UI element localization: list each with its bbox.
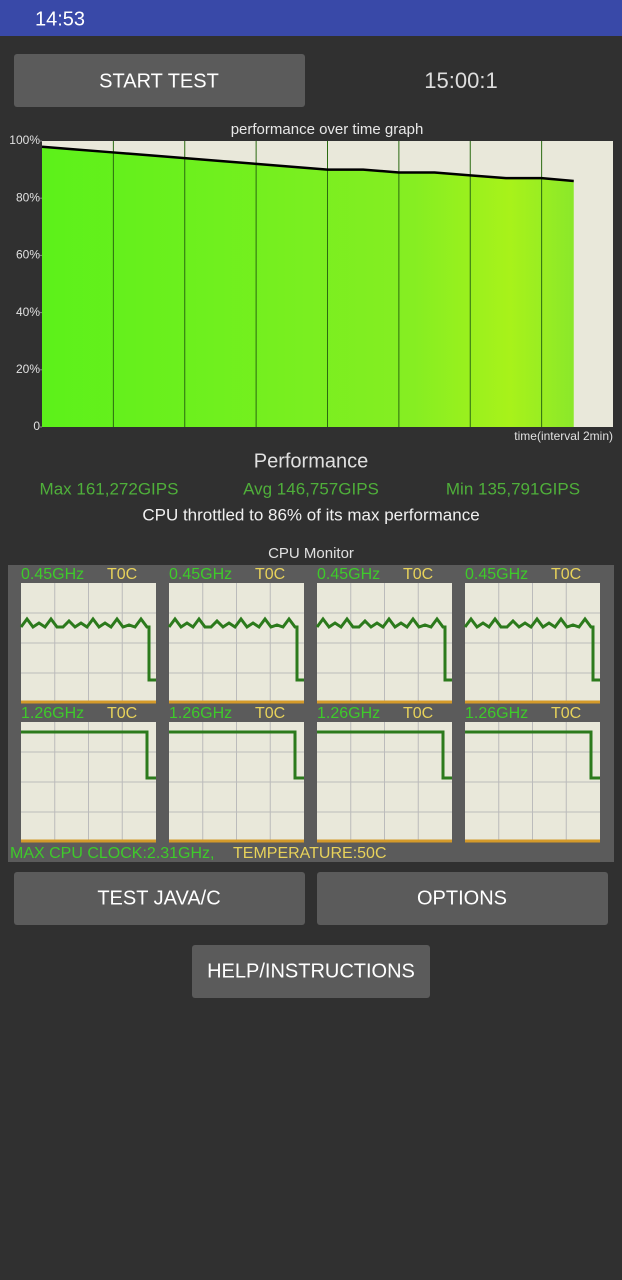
graph-title: performance over time graph <box>231 121 424 138</box>
core-temperature: T0C <box>403 705 433 722</box>
core-temperature: T0C <box>107 566 137 583</box>
start-button[interactable]: START TEST <box>14 54 305 107</box>
core-line <box>315 616 452 682</box>
core-temperature: T0C <box>255 705 285 722</box>
core-line <box>317 730 452 780</box>
throttle-text: CPU throttled to 86% of its max performa… <box>142 505 479 524</box>
y-tick-label: 0 <box>33 419 40 433</box>
max-clock: MAX CPU CLOCK:2.31GHz, <box>10 845 215 862</box>
performance-area <box>42 146 574 427</box>
plot: 0 20% 40% 60% 80% 100% <box>9 133 574 433</box>
core-frequency: 1.26GHz <box>317 705 380 722</box>
y-tick-label: 60% <box>16 248 40 262</box>
x-axis-label: time(interval 2min) <box>514 429 613 443</box>
y-tick-label: 80% <box>16 190 40 204</box>
options-button[interactable]: OPTIONS <box>317 872 608 925</box>
y-tick-label: 100% <box>9 133 40 147</box>
cores: 0.45GHz T0C 0.45GHz T0C 0.45GHz T0C 0.45GHz T0C… <box>19 566 600 843</box>
core-line <box>19 616 156 682</box>
core-line <box>465 730 600 780</box>
min-stat: Min 135,791GIPS <box>446 479 580 498</box>
core-temperature: T0C <box>107 705 137 722</box>
core-temperature: T0C <box>255 566 285 583</box>
help-button[interactable]: HELP/INSTRUCTIONS <box>192 945 430 998</box>
core-frequency: 0.45GHz <box>317 566 380 583</box>
timer: 15:00:1 <box>424 68 497 93</box>
core-line <box>169 730 304 780</box>
avg-stat: Avg 146,757GIPS <box>243 479 379 498</box>
core-line <box>463 616 600 682</box>
core-temperature: T0C <box>551 705 581 722</box>
test-button[interactable]: TEST JAVA/C <box>14 872 305 925</box>
start-button-label[interactable]: START TEST <box>99 70 219 92</box>
max-stat: Max 161,272GIPS <box>40 479 179 498</box>
core-frequency: 0.45GHz <box>465 566 528 583</box>
core-line <box>167 616 304 682</box>
y-tick-label: 20% <box>16 362 40 376</box>
temperature: TEMPERATURE:50C <box>233 845 387 862</box>
core-frequency: 0.45GHz <box>21 566 84 583</box>
core-frequency: 1.26GHz <box>465 705 528 722</box>
options-button-label[interactable]: OPTIONS <box>417 887 507 909</box>
core-temperature: T0C <box>403 566 433 583</box>
status-bar <box>0 0 622 36</box>
core-frequency: 1.26GHz <box>169 705 232 722</box>
core-frequency: 1.26GHz <box>21 705 84 722</box>
core-temperature: T0C <box>551 566 581 583</box>
test-button-label[interactable]: TEST JAVA/C <box>97 887 220 909</box>
help-button-label[interactable]: HELP/INSTRUCTIONS <box>207 960 415 982</box>
performance-line <box>41 145 574 183</box>
performance-heading: Performance <box>254 450 369 472</box>
core-frequency: 0.45GHz <box>169 566 232 583</box>
core-line <box>21 730 156 780</box>
y-tick-label: 40% <box>16 305 40 319</box>
cpu-monitor-title: CPU Monitor <box>268 545 354 562</box>
status-time: 14:53 <box>35 8 85 30</box>
